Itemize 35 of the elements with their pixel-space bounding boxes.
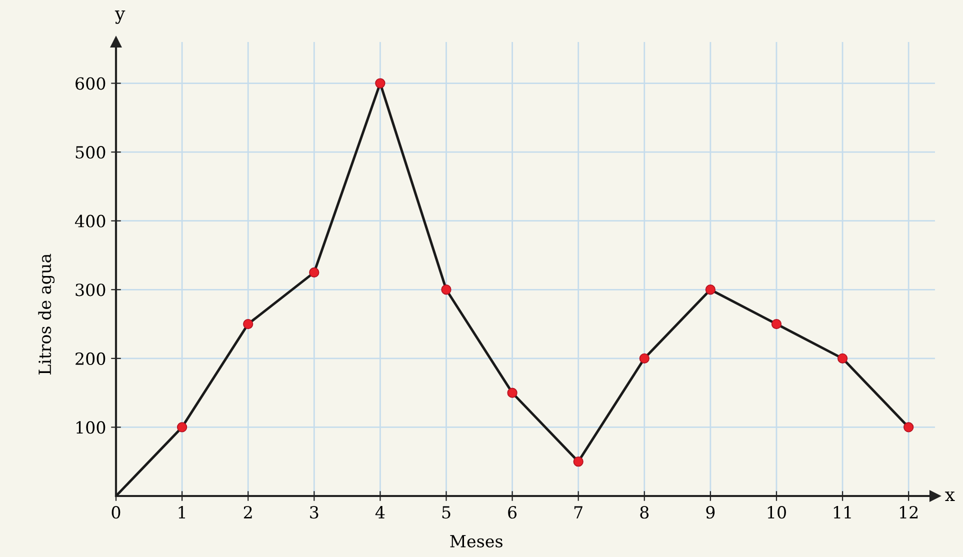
y-tick-label: 300 <box>76 284 106 296</box>
x-tick-label: 8 <box>640 506 649 519</box>
point <box>507 388 518 398</box>
x-tick-label: 2 <box>244 506 252 518</box>
y-axis-title: Litros de agua <box>38 254 55 375</box>
x-tick-label: 9 <box>706 506 715 519</box>
x-tick-label: 11 <box>834 506 851 518</box>
text: x <box>945 492 955 501</box>
point <box>639 353 650 364</box>
x-tick-label: 4 <box>375 506 385 518</box>
point <box>176 422 188 432</box>
point <box>441 284 452 295</box>
y-tick-label: 100 <box>76 421 106 434</box>
y-tick-label: 500 <box>76 146 106 159</box>
x-tick-label: 5 <box>442 506 450 519</box>
point <box>705 284 716 295</box>
point <box>375 78 386 88</box>
x-axis-title: Meses <box>450 535 502 548</box>
x-tick-label: 10 <box>768 506 786 519</box>
point <box>573 456 584 467</box>
point <box>309 267 320 278</box>
x-tick-label: 12 <box>900 506 918 518</box>
point <box>837 353 848 364</box>
point <box>771 318 782 330</box>
x-tick-label: 6 <box>508 506 517 519</box>
text: y <box>114 10 126 24</box>
x-tick-label: 7 <box>574 506 582 518</box>
y-tick-label: 200 <box>76 352 106 365</box>
x-tick-label: 0 <box>112 506 120 519</box>
x-tick-label: 3 <box>310 506 318 519</box>
point <box>904 422 914 432</box>
y-tick-label: 400 <box>74 214 106 228</box>
x-tick-label: 1 <box>178 506 185 518</box>
y-tick-label: 600 <box>76 77 106 90</box>
point <box>243 318 254 330</box>
